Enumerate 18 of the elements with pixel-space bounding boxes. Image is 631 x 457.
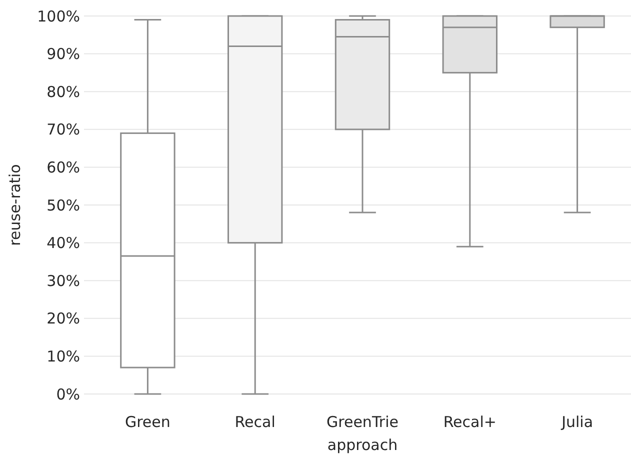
y-tick-label: 100% [37,7,80,26]
x-tick-label: GreenTrie [326,413,398,431]
y-tick-label: 80% [46,82,80,101]
x-tick-label: Julia [560,413,594,431]
y-tick-label: 60% [46,158,80,176]
y-tick-label: 10% [46,347,80,366]
x-tick-label: Green [124,413,170,431]
y-tick-label: 50% [46,196,80,214]
y-tick-label: 20% [46,310,80,328]
x-tick-label: Recal [234,413,276,431]
x-tick-label: Recal+ [443,413,496,431]
y-tick-label: 40% [46,234,80,252]
y-tick-label: 90% [46,45,80,64]
x-axis-title: approach [327,436,398,454]
y-tick-label: 0% [56,385,80,404]
y-tick-label: 70% [46,120,80,139]
y-tick-label: 30% [46,272,80,290]
y-axis-title: reuse-ratio [6,164,24,246]
